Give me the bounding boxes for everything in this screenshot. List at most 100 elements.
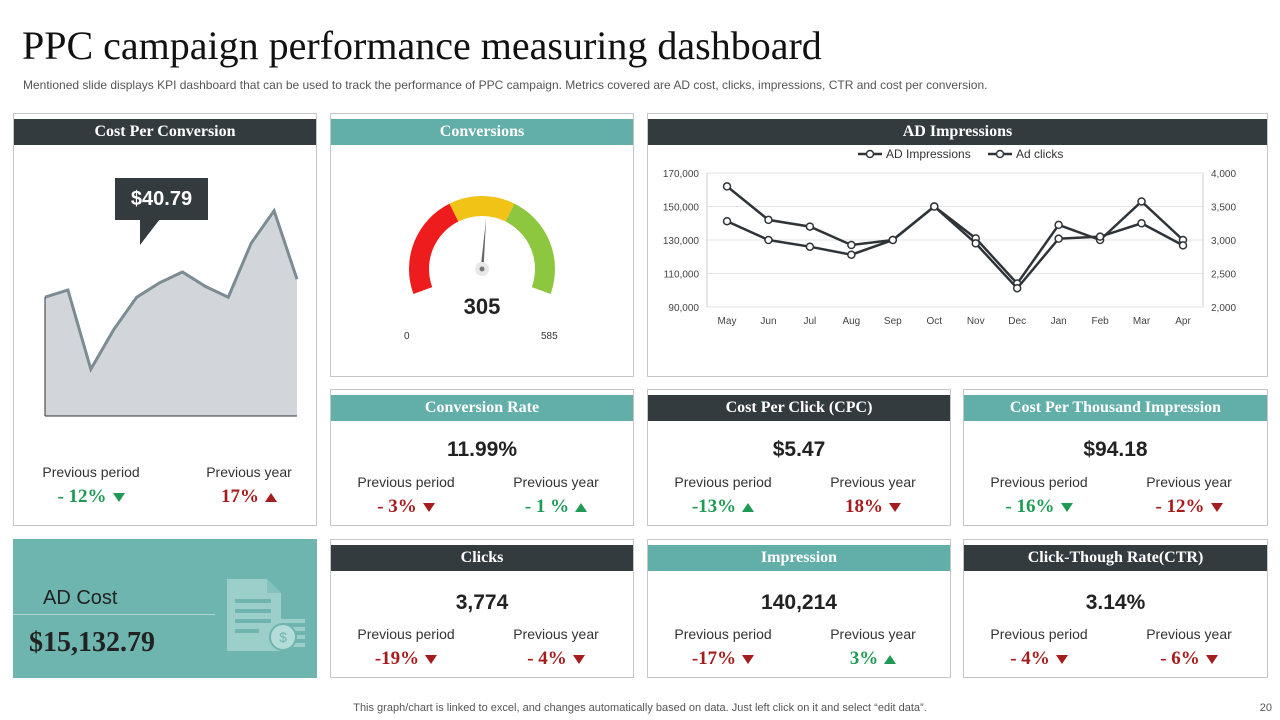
ad-cost-panel: AD Cost $15,132.79 $: [13, 539, 317, 678]
ctr-value: 3.14%: [1085, 591, 1146, 614]
ad-impressions-panel: AD Impressions 90,000 110,000 130,000 150,0…: [647, 113, 1268, 377]
cost-per-conversion-prev-period-label: Previous period: [42, 464, 140, 480]
callout-tail: [140, 219, 160, 245]
series-point: [930, 202, 939, 211]
cpc-title: Cost Per Click (CPC): [648, 395, 950, 421]
series-point: [1012, 283, 1022, 293]
series-point: [971, 239, 980, 248]
gauge-needle: [480, 219, 487, 270]
gauge-band-yellow: [449, 196, 515, 222]
series-line-ad-impressions: [726, 185, 1184, 286]
cost-per-conversion-panel: Cost Per Conversion Previous period - 12…: [13, 113, 317, 526]
ctr-prev-period-value: - 4%: [1010, 648, 1050, 669]
gauge-hub-center: [479, 266, 485, 272]
x-tick-label: Sep: [884, 316, 902, 327]
ctr-prev-period-label: Previous period: [990, 626, 1088, 642]
ad-cost-label: AD Cost: [43, 587, 118, 609]
x-tick-label: Jun: [760, 316, 776, 327]
up-arrow-icon: [742, 503, 755, 513]
series-line-ad-clicks: [726, 204, 1184, 291]
legend-marker: [865, 149, 875, 159]
impression-prev-year-value: 3%: [849, 648, 879, 669]
cpm-title: Cost Per Thousand Impression: [964, 395, 1267, 421]
down-arrow-icon: [1210, 503, 1223, 513]
conversions-max: 585: [541, 331, 558, 342]
cpm-panel: Cost Per Thousand Impression $94.18 Prev…: [963, 389, 1268, 526]
impression-prev-period-value: -17%: [691, 648, 737, 669]
x-tick-label: Jan: [1051, 316, 1067, 327]
ctr-panel: Click-Though Rate(CTR) 3.14% Previous pe…: [963, 539, 1268, 678]
clicks-prev-period-value: -19%: [374, 648, 420, 669]
y-right-tick: 3,500: [1211, 203, 1236, 214]
down-arrow-icon: [1205, 655, 1218, 665]
y-left-tick: 170,000: [663, 169, 700, 180]
area-line: [44, 207, 299, 373]
ctr-title: Click-Though Rate(CTR): [964, 545, 1267, 571]
cost-per-conversion-callout: $40.79: [115, 178, 208, 220]
down-arrow-icon: [422, 503, 435, 513]
cost-per-conversion-prev-year-value: 17%: [221, 486, 259, 507]
y-left-tick: 90,000: [668, 303, 699, 314]
ad-impressions-title: AD Impressions: [648, 119, 1267, 145]
svg-text:$: $: [279, 629, 287, 645]
cpm-value: $94.18: [1083, 438, 1148, 461]
conversions-value: 305: [463, 294, 501, 319]
x-tick-label: May: [718, 316, 737, 327]
y-right-tick: 3,000: [1211, 236, 1236, 247]
x-tick-label: Jul: [804, 316, 817, 327]
ad-cost-divider: [13, 614, 215, 615]
series-point: [847, 240, 856, 250]
legend-label: AD Impressions: [886, 147, 971, 161]
x-tick-label: Apr: [1175, 316, 1191, 327]
y-right-tick: 2,500: [1211, 270, 1236, 281]
impression-title: Impression: [648, 545, 950, 571]
conversions-gauge: [409, 196, 555, 294]
x-tick-label: Aug: [842, 316, 860, 327]
cpc-prev-period-label: Previous period: [674, 474, 772, 490]
page-subtitle: Mentioned slide displays KPI dashboard t…: [23, 78, 988, 92]
cost-per-conversion-area-chart: [44, 207, 299, 417]
impression-prev-period-label: Previous period: [674, 626, 772, 642]
series-point: [1054, 234, 1063, 243]
cpm-prev-period-value: - 16%: [1005, 496, 1055, 517]
gauge-band-green: [505, 203, 555, 294]
conversion-rate-panel: Conversion Rate 11.99% Previous period -…: [330, 389, 634, 526]
cost-per-conversion-prev-period-value: - 12%: [57, 486, 107, 507]
series-point: [722, 182, 732, 191]
legend-marker: [995, 149, 1005, 159]
cpm-prev-year-label: Previous year: [1146, 474, 1232, 490]
impression-prev-year-label: Previous year: [830, 626, 916, 642]
series-point: [805, 242, 815, 251]
up-arrow-icon: [575, 503, 588, 513]
y-right-tick: 4,000: [1211, 169, 1236, 180]
cpm-prev-year-value: - 12%: [1155, 496, 1205, 517]
y-left-tick: 110,000: [664, 270, 700, 281]
clicks-prev-year-label: Previous year: [513, 626, 599, 642]
series-point: [847, 250, 856, 259]
up-arrow-icon: [884, 655, 897, 665]
area-fill: [45, 210, 297, 416]
x-tick-label: Dec: [1008, 316, 1026, 327]
cpc-prev-year-value: 18%: [845, 496, 883, 517]
cpc-prev-period-value: -13%: [691, 496, 737, 517]
ctr-prev-year-label: Previous year: [1146, 626, 1232, 642]
conversion-rate-prev-year-label: Previous year: [513, 474, 599, 490]
legend-label: Ad clicks: [1016, 147, 1063, 161]
cost-per-conversion-title: Cost Per Conversion: [14, 119, 316, 145]
cpc-value: $5.47: [772, 438, 826, 461]
down-arrow-icon: [112, 493, 125, 503]
impression-value: 140,214: [761, 591, 837, 614]
page-title: PPC campaign performance measuring dashb…: [22, 23, 822, 68]
cpm-prev-period-label: Previous period: [990, 474, 1088, 490]
down-arrow-icon: [572, 655, 585, 665]
series-point: [1137, 219, 1146, 228]
series-point: [1137, 197, 1146, 206]
conversion-rate-value: 11.99%: [446, 438, 518, 461]
ad-cost-value: $15,132.79: [29, 627, 155, 658]
series-point: [888, 235, 898, 245]
page-number: 20: [1259, 702, 1272, 714]
footer-note: This graph/chart is linked to excel, and…: [353, 702, 927, 714]
y-right-tick: 2,000: [1211, 303, 1236, 314]
ctr-prev-year-value: - 6%: [1160, 648, 1200, 669]
x-tick-label: Feb: [1091, 316, 1109, 327]
